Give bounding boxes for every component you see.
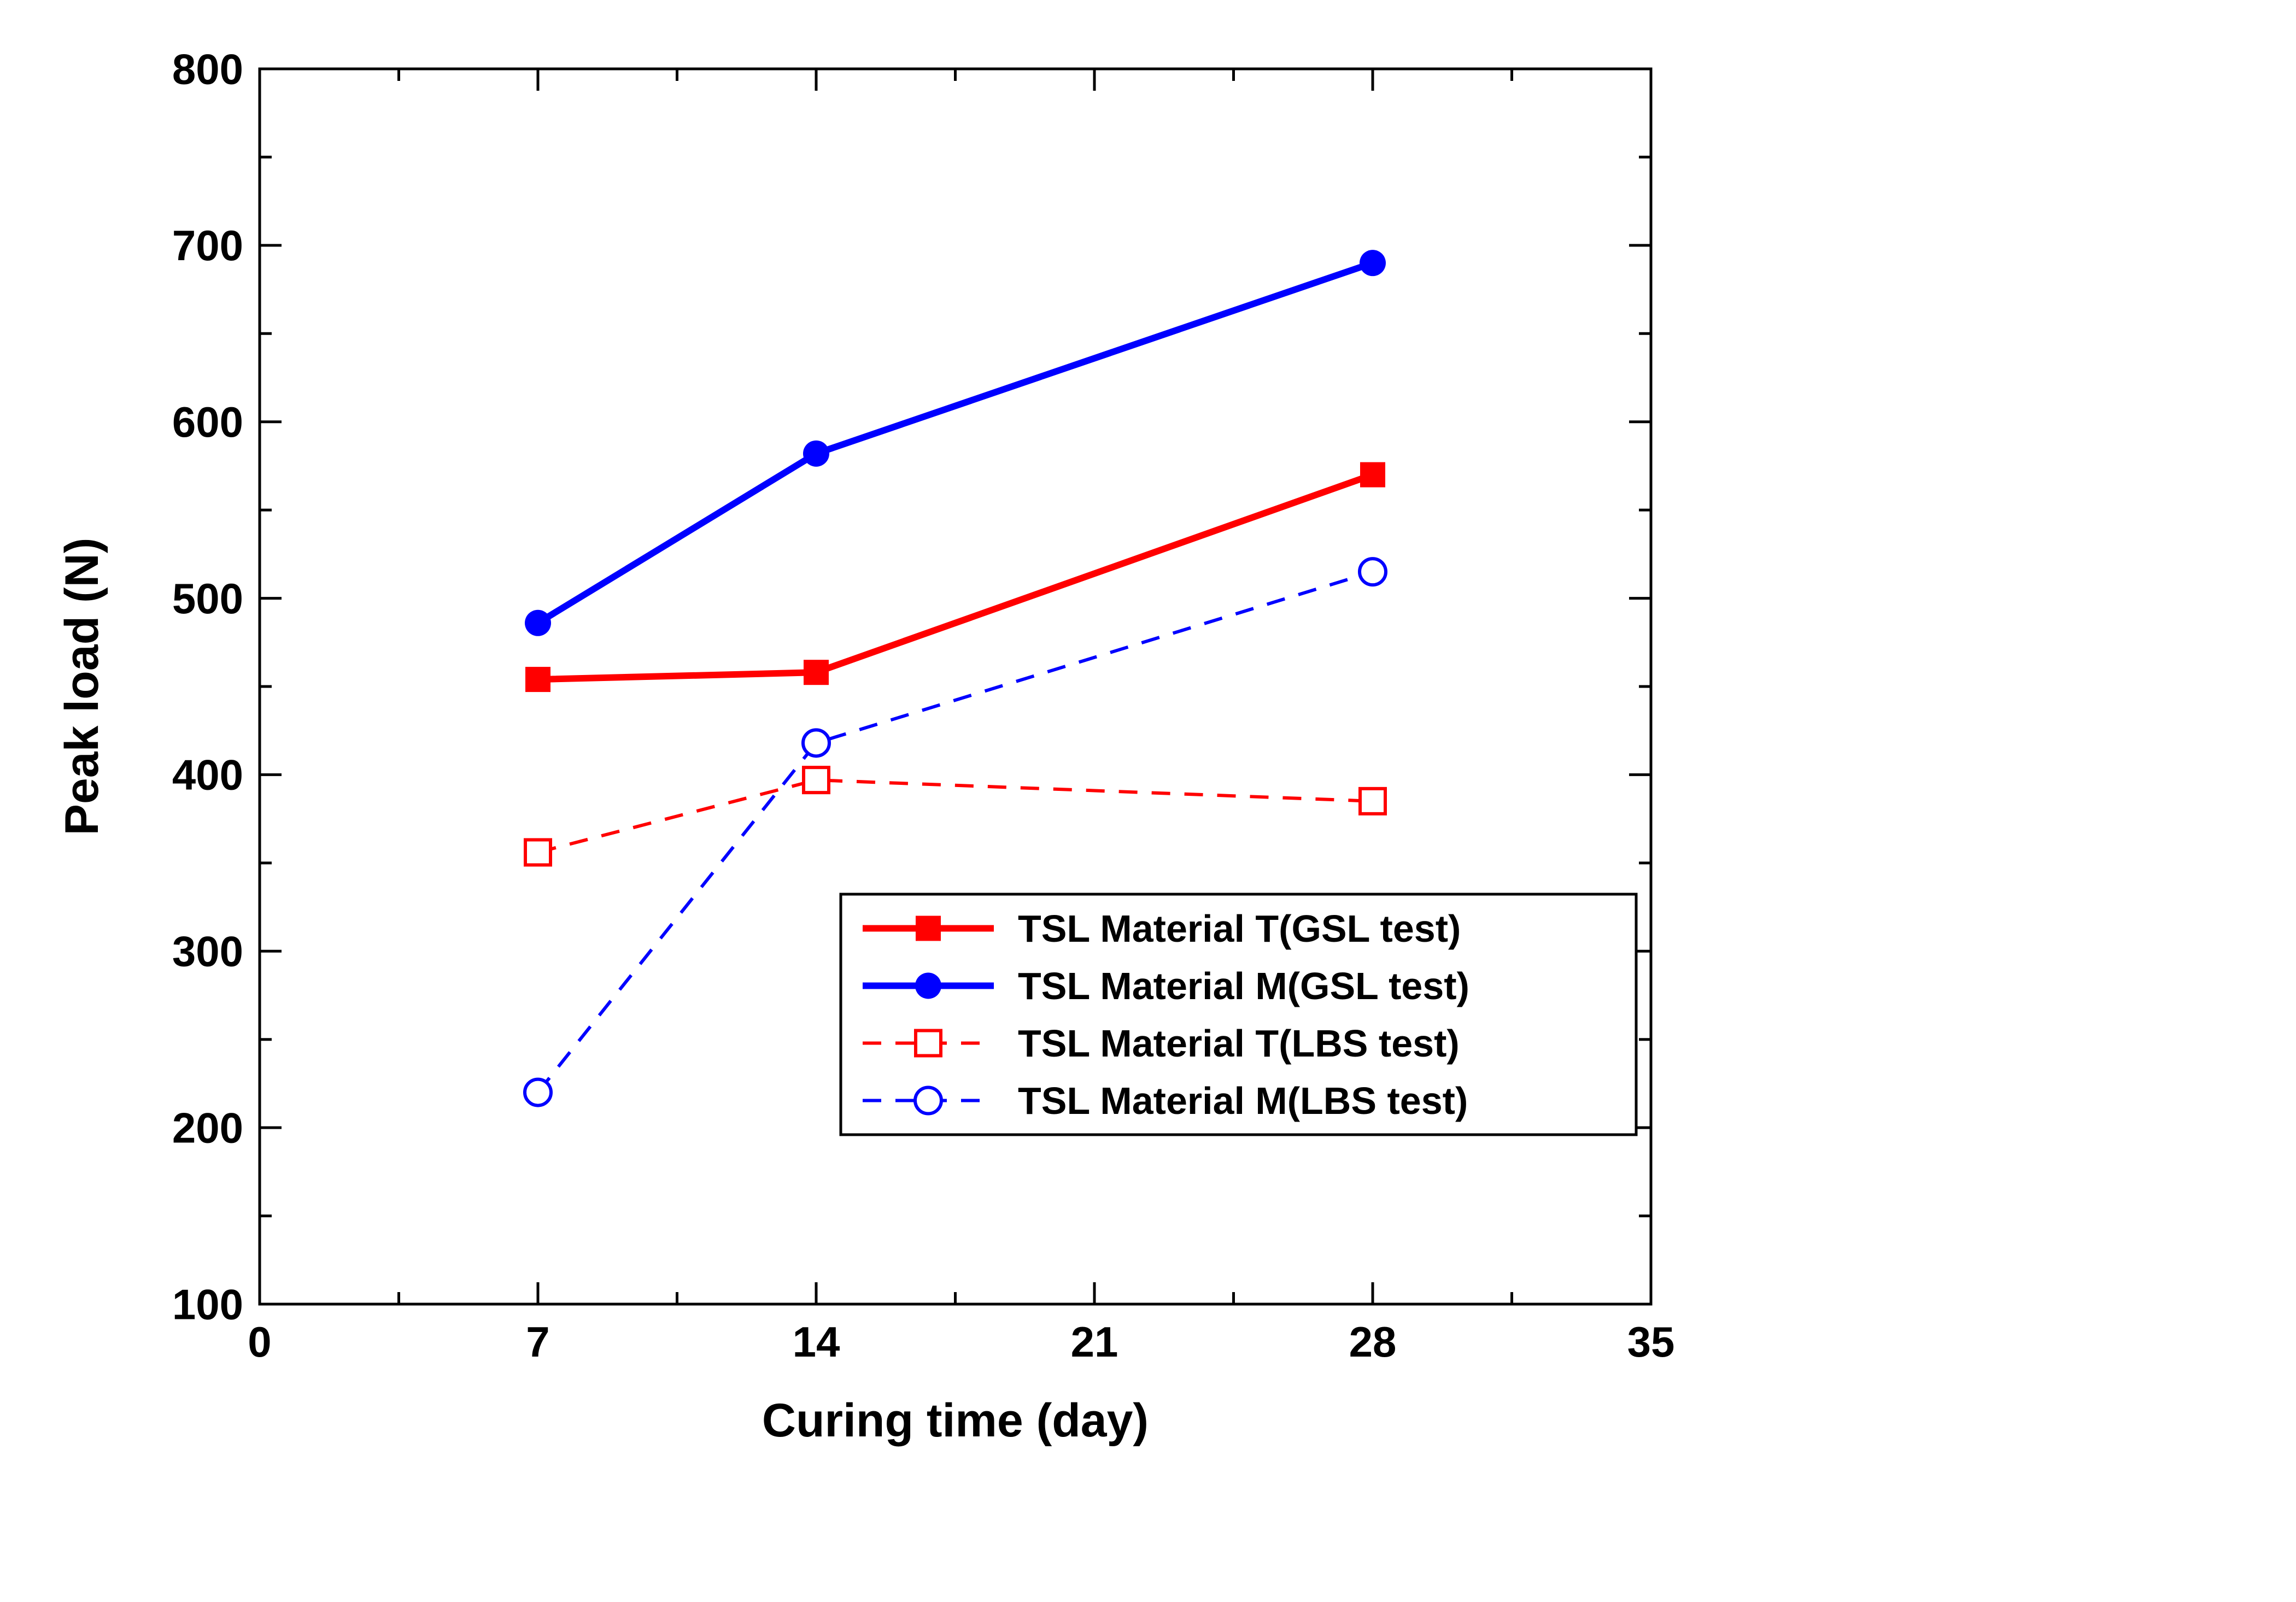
x-tick-label: 7 — [526, 1318, 549, 1366]
x-tick-label: 21 — [1071, 1318, 1118, 1366]
y-tick-label: 200 — [172, 1104, 243, 1152]
y-tick-label: 300 — [172, 928, 243, 976]
y-tick-label: 800 — [172, 45, 243, 93]
x-tick-label: 35 — [1627, 1318, 1675, 1366]
y-tick-label: 100 — [172, 1280, 243, 1328]
legend-label-t_lbs: TSL Material T(LBS test) — [1018, 1022, 1460, 1065]
y-tick-label: 500 — [172, 574, 243, 623]
legend: TSL Material T(GSL test) TSL Material M(G… — [841, 894, 1636, 1135]
y-tick-label: 400 — [172, 751, 243, 799]
x-axis-title: Curing time (day) — [762, 1394, 1149, 1447]
x-tick-label: 28 — [1349, 1318, 1397, 1366]
legend-label-m_gsl: TSL Material M(GSL test) — [1018, 965, 1469, 1007]
legend-label-t_gsl: TSL Material T(GSL test) — [1018, 907, 1461, 950]
x-tick-label: 0 — [248, 1318, 271, 1366]
x-tick-label: 14 — [793, 1318, 840, 1366]
chart-stage: 0 7 14 21 28 35 100 200 300 400 500 600 700 800 Curing… — [0, 0, 2296, 1602]
y-tick-label: 700 — [172, 221, 243, 269]
y-tick-label: 600 — [172, 398, 243, 446]
y-axis-title: Peak load (N) — [56, 538, 108, 836]
legend-label-m_lbs: TSL Material M(LBS test) — [1018, 1079, 1468, 1122]
